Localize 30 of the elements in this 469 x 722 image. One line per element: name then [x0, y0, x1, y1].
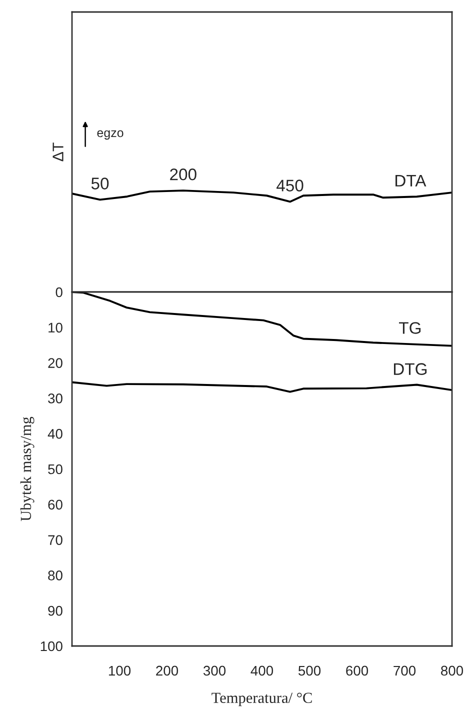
annotation: 200	[170, 168, 196, 180]
x-tick-label: 200	[156, 666, 178, 676]
y-tick-label: 100	[40, 641, 62, 652]
x-tick-label: 300	[203, 666, 226, 676]
x-tick-label: 400	[250, 666, 274, 676]
y-tick-label: 50	[48, 464, 62, 474]
y-axis-title: ΔT	[52, 142, 64, 162]
y-tick-label: 20	[48, 358, 62, 368]
y-tick-label: 30	[48, 394, 62, 404]
x-tick-label: 100	[108, 666, 131, 676]
x-tick-label: 700	[394, 666, 416, 676]
y-tick-label: 90	[48, 606, 62, 616]
x-tick-label: 500	[298, 666, 321, 676]
y-tick-label: 40	[48, 428, 62, 439]
line-series	[72, 381, 452, 393]
y-tick-label: 10	[48, 322, 62, 333]
y-tick-label: 70	[48, 535, 62, 545]
x-tick-label: 600	[346, 666, 368, 676]
annotation: 50	[91, 178, 109, 190]
x-axis-title: Temperatura/ °C	[212, 692, 312, 706]
y-tick-label: 0	[56, 287, 62, 298]
text: egzo	[97, 130, 124, 140]
y-axis-title: Ubytek masy/mg	[20, 416, 34, 522]
annotation: 450	[276, 180, 304, 192]
series-label: DTA	[396, 174, 426, 186]
x-tick-label: 800	[441, 666, 464, 676]
y-tick-label: 80	[48, 570, 62, 580]
series-label: DTG	[394, 363, 427, 375]
series-label: TG	[399, 322, 421, 334]
y-tick-label: 60	[48, 500, 62, 510]
